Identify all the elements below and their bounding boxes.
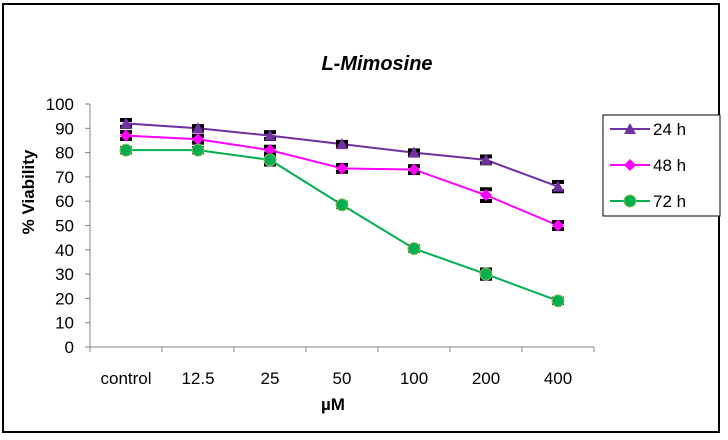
- data-point: [119, 143, 133, 157]
- data-point: [336, 138, 348, 150]
- x-tick-label: 100: [400, 369, 428, 388]
- y-tick-label: 30: [55, 265, 74, 284]
- legend-marker-circle-icon: [623, 194, 637, 208]
- legend-item: 48 h: [610, 156, 686, 175]
- series-24-h: [120, 117, 564, 194]
- y-axis-title: % Viability: [19, 149, 38, 234]
- data-point: [264, 144, 276, 157]
- y-tick-label: 20: [55, 289, 74, 308]
- legend-marker-diamond-icon: [624, 159, 636, 171]
- data-point: [264, 129, 276, 141]
- legend: 24 h 48 h 72 h: [602, 114, 721, 217]
- x-axis-title: µM: [321, 395, 345, 414]
- series-line: [125, 122, 559, 188]
- y-tick-label: 70: [55, 168, 74, 187]
- y-tick-label: 80: [55, 144, 74, 163]
- y-tick-label: 40: [55, 241, 74, 260]
- data-point: [335, 198, 349, 212]
- data-point: [408, 146, 420, 158]
- y-axis: 0 10 20 30 40 50 60 70 80 90 100: [46, 95, 91, 357]
- data-point: [479, 267, 493, 281]
- y-tick-label: 60: [55, 192, 74, 211]
- x-tick-label: 50: [333, 369, 352, 388]
- data-point: [192, 133, 204, 146]
- data-point: [263, 153, 277, 167]
- legend-label: 48 h: [653, 156, 686, 175]
- plot-area: [119, 117, 565, 308]
- data-point: [551, 294, 565, 308]
- x-tick-label: control: [100, 369, 151, 388]
- series-48-h: [120, 129, 564, 232]
- legend-label: 24 h: [653, 120, 686, 139]
- legend-label: 72 h: [653, 192, 686, 211]
- legend-item: 72 h: [610, 192, 686, 211]
- x-tick-label: 25: [261, 369, 280, 388]
- data-point: [191, 143, 205, 157]
- y-tick-label: 100: [46, 95, 74, 114]
- legend-item: 24 h: [610, 120, 686, 139]
- y-tick-label: 0: [65, 338, 74, 357]
- data-point: [552, 180, 564, 192]
- data-point: [480, 153, 492, 165]
- x-tick-label: 400: [544, 369, 572, 388]
- data-point: [552, 219, 564, 232]
- y-tick-label: 90: [55, 119, 74, 138]
- data-point: [407, 242, 421, 256]
- y-tick-label: 10: [55, 314, 74, 333]
- chart-frame: [2, 3, 720, 433]
- data-point: [120, 129, 132, 142]
- data-point: [336, 162, 348, 175]
- data-point: [408, 163, 420, 176]
- x-tick-label: 200: [472, 369, 500, 388]
- series-72-h: [119, 143, 565, 308]
- x-axis: control 12.5 25 50 100 200 400: [89, 346, 595, 388]
- data-point: [192, 122, 204, 134]
- legend-marker-triangle-icon: [624, 123, 636, 134]
- y-tick-label: 50: [55, 217, 74, 236]
- chart-title: L-Mimosine: [321, 53, 432, 75]
- data-point: [480, 189, 492, 202]
- data-point: [120, 117, 132, 129]
- x-tick-label: 12.5: [181, 369, 214, 388]
